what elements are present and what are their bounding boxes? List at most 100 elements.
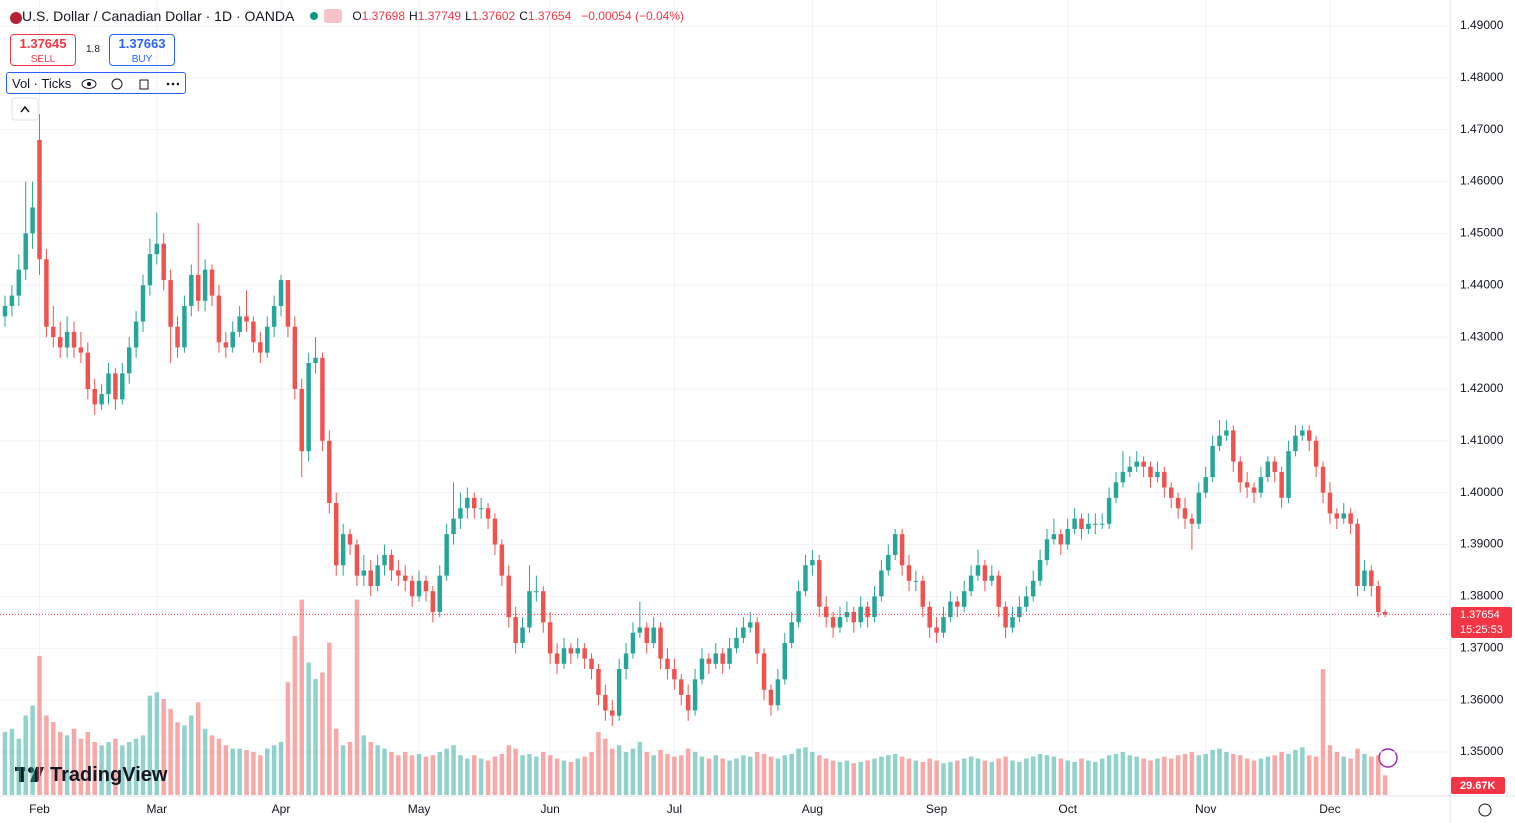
candle-body: [789, 622, 794, 644]
candle-body: [720, 653, 725, 664]
candle-body: [706, 658, 712, 664]
settings-icon[interactable]: [1478, 803, 1492, 817]
volume-bar: [1279, 751, 1284, 795]
volume-bar: [789, 753, 794, 795]
symbol-title[interactable]: U.S. Dollar / Canadian Dollar · 1D · OAN…: [22, 8, 295, 24]
candle-body: [768, 689, 774, 706]
candle-body: [899, 534, 905, 566]
volume-bar: [402, 751, 408, 795]
candle-body: [920, 580, 926, 607]
volume-bar: [706, 758, 712, 795]
plot-area: [0, 0, 1450, 795]
candle-body: [140, 285, 146, 322]
candle-body: [541, 591, 546, 623]
volume-bar: [906, 758, 912, 795]
ohlc-value: 1.37698: [361, 9, 406, 23]
volume-bar: [492, 756, 498, 795]
candle-body: [230, 331, 235, 348]
logo-text: TradingView: [50, 764, 168, 786]
candle-body: [651, 627, 656, 644]
y-tick-label: 1.35000: [1460, 744, 1504, 758]
volume-bar: [1348, 758, 1353, 795]
candle-body: [796, 591, 801, 623]
last-price-label: 1.37654: [1460, 609, 1500, 621]
volume-bar: [9, 728, 15, 795]
volume-bar: [444, 748, 449, 795]
candle-body: [713, 653, 719, 664]
indicator-icons: [81, 78, 179, 90]
candle-body: [354, 544, 360, 576]
candle-body: [154, 243, 160, 255]
candle-body: [1293, 435, 1298, 452]
volume-bar: [209, 735, 215, 795]
candle-body: [402, 575, 408, 581]
last-price-badge: [1451, 607, 1512, 638]
volume-bar: [1079, 758, 1084, 795]
candle-body: [823, 606, 829, 618]
candle-body: [1217, 435, 1222, 446]
volume-bar: [803, 747, 808, 795]
candle-body: [202, 269, 208, 301]
x-tick-label: Jul: [667, 802, 682, 816]
candle-body: [16, 269, 22, 296]
volume-bar: [582, 756, 587, 795]
volume-bar: [1189, 751, 1195, 795]
candle-body: [64, 331, 70, 348]
symbol-header: U.S. Dollar / Canadian Dollar · 1D · OAN…: [12, 8, 684, 24]
candle-body: [347, 534, 353, 545]
volume-bar: [775, 758, 781, 795]
indicator-legend[interactable]: Vol · Ticks: [6, 72, 186, 94]
candle-body: [1375, 586, 1381, 612]
flag-icon: [10, 12, 22, 24]
volume-bar: [623, 751, 629, 795]
volume-bar: [1334, 751, 1340, 795]
candle-body: [775, 679, 781, 706]
y-tick-label: 1.45000: [1460, 226, 1504, 240]
buy-button[interactable]: 1.37663 BUY: [109, 34, 175, 66]
y-tick-label: 1.38000: [1460, 589, 1504, 603]
volume-bar: [223, 745, 229, 795]
volume-bar: [1217, 748, 1222, 795]
volume-bar: [1113, 753, 1119, 795]
candle-body: [1348, 513, 1353, 524]
volume-bar: [1120, 751, 1126, 795]
y-tick-label: 1.40000: [1460, 485, 1504, 499]
x-tick-label: Aug: [802, 802, 823, 816]
candle-body: [126, 347, 132, 374]
collapse-button[interactable]: [11, 97, 39, 121]
candle-body: [782, 643, 788, 680]
volume-bar: [1341, 756, 1346, 795]
candle-body: [734, 637, 739, 649]
volume-bar: [23, 715, 28, 795]
volume-bar: [1017, 761, 1022, 795]
candle-body: [189, 274, 194, 306]
ohlc-value: 1.37749: [417, 9, 462, 23]
candle-body: [1244, 482, 1250, 488]
volume-bar: [430, 755, 436, 795]
candle-body: [368, 570, 373, 587]
volume-bar: [568, 761, 574, 795]
volume-bar: [982, 760, 988, 795]
y-tick-label: 1.49000: [1460, 18, 1504, 32]
volume-bar: [713, 755, 719, 795]
volume-bar: [1293, 749, 1298, 795]
candle-body: [1210, 445, 1215, 478]
candle-body: [216, 295, 222, 343]
candle-body: [9, 295, 15, 306]
volume-bar: [837, 761, 843, 795]
candle-body: [57, 337, 63, 348]
volume-bar: [99, 745, 104, 795]
candle-body: [195, 274, 201, 301]
volume-bar: [1127, 755, 1133, 795]
volume-bar: [968, 756, 974, 795]
sell-button[interactable]: 1.37645 SELL: [10, 34, 76, 66]
candle-body: [264, 326, 270, 353]
volume-bar: [85, 732, 91, 795]
volume-bar: [1231, 753, 1236, 795]
ohlc-key: L: [465, 9, 472, 23]
candle-body: [1189, 518, 1195, 524]
volume-bar: [1003, 756, 1008, 795]
candle-body: [1044, 539, 1050, 561]
candle-body: [913, 580, 919, 582]
